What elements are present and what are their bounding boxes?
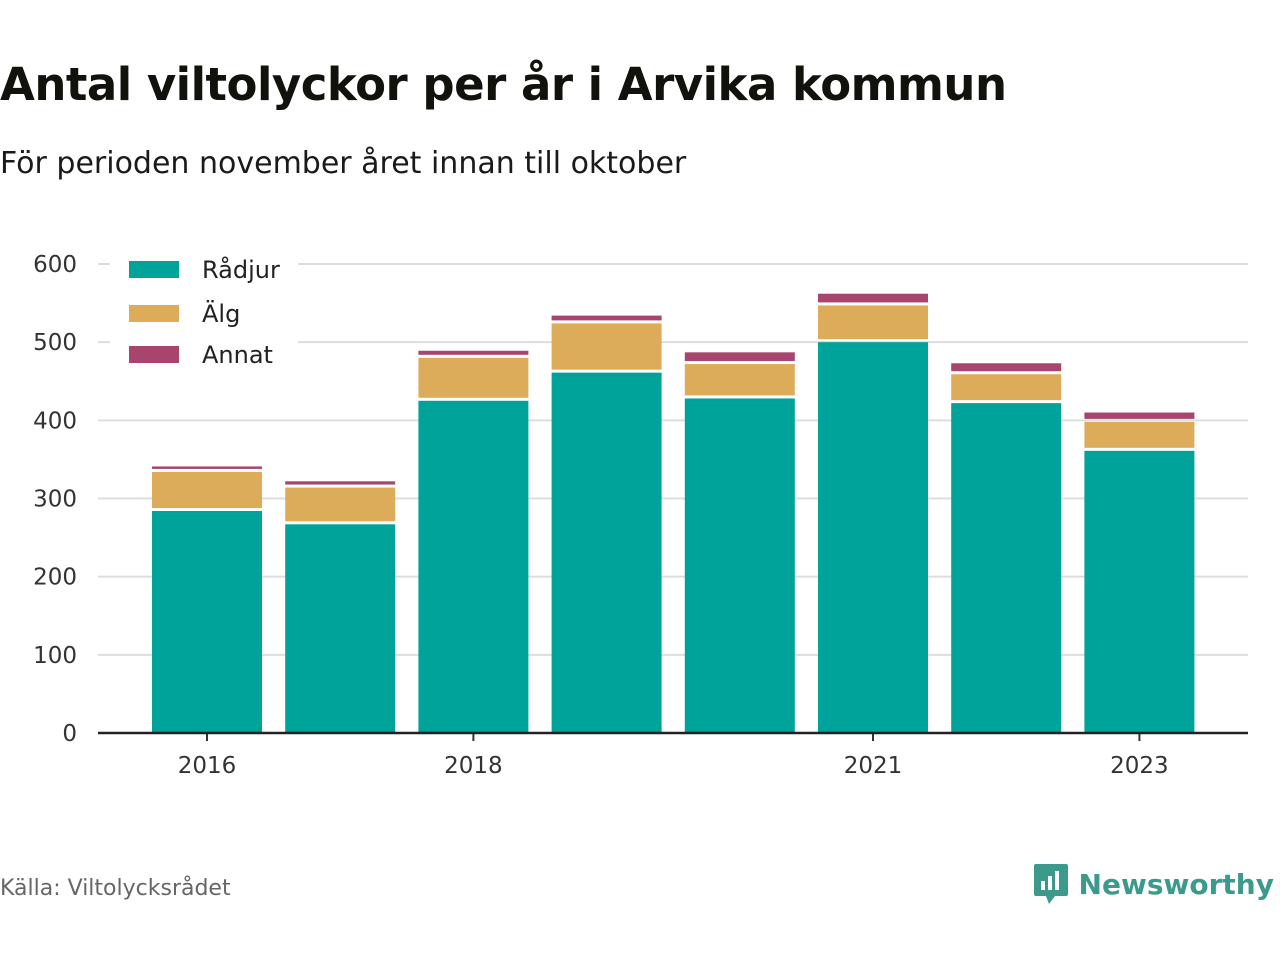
bar-rådjur-2017 <box>285 524 396 733</box>
legend-label-rådjur: Rådjur <box>202 255 280 284</box>
bar-annat-2016 <box>152 466 262 469</box>
legend-swatch-rådjur <box>129 261 179 278</box>
legend: Rådjur Älg Annat <box>110 248 298 378</box>
bar-älg-2017 <box>285 487 396 522</box>
brand-name: Newsworthy <box>1078 867 1274 901</box>
y-tick-label: 300 <box>33 487 77 513</box>
x-tick-label: 2021 <box>844 753 903 779</box>
bar-annat-2019 <box>551 315 662 321</box>
y-tick-label: 100 <box>33 643 77 669</box>
legend-swatch-älg <box>129 305 179 322</box>
bar-rådjur-2020 <box>684 398 795 733</box>
bar-annat-2023 <box>1084 412 1195 419</box>
bar-rådjur-2023 <box>1084 450 1195 733</box>
bar-annat-2021 <box>818 293 928 303</box>
bar-älg-2016 <box>152 471 262 509</box>
bar-rådjur-2019 <box>551 372 662 733</box>
bar-annat-2022 <box>951 363 1062 372</box>
bar-chart-speech-bubble-icon <box>1033 864 1068 904</box>
x-tick-label: 2018 <box>444 753 503 779</box>
x-tick-label: 2016 <box>178 753 237 779</box>
bar-rådjur-2018 <box>418 400 529 733</box>
bar-älg-2022 <box>951 374 1062 401</box>
y-tick-label: 600 <box>33 252 77 278</box>
stacked-bar-chart: 0 100 200 300 400 500 600 2016 2018 2021 2023 Rådju… <box>33 248 1248 779</box>
y-tick-label: 400 <box>33 408 77 434</box>
legend-label-älg: Älg <box>202 299 240 328</box>
bar-älg-2018 <box>418 357 529 398</box>
bar-älg-2019 <box>551 323 662 370</box>
bar-rådjur-2016 <box>152 511 262 733</box>
bar-annat-2018 <box>418 350 529 355</box>
bar-älg-2020 <box>684 364 795 396</box>
brand-logo: Newsworthy <box>1033 862 1274 906</box>
bar-rådjur-2021 <box>818 342 928 733</box>
source-note: Källa: Viltolycksrådet <box>0 876 231 901</box>
chart-subtitle: För perioden november året innan till ok… <box>0 146 687 181</box>
y-tick-label: 500 <box>33 330 77 356</box>
chart-title: Antal viltolyckor per år i Arvika kommun <box>0 58 1007 111</box>
legend-label-annat: Annat <box>202 341 273 369</box>
x-tick-label: 2023 <box>1110 753 1169 779</box>
bar-rådjur-2022 <box>951 403 1062 733</box>
bar-annat-2020 <box>684 352 795 362</box>
bar-älg-2023 <box>1084 421 1195 448</box>
y-tick-label: 0 <box>62 721 77 747</box>
legend-swatch-annat <box>129 346 179 363</box>
bar-annat-2017 <box>285 481 396 485</box>
bar-älg-2021 <box>818 305 928 340</box>
y-tick-label: 200 <box>33 565 77 591</box>
